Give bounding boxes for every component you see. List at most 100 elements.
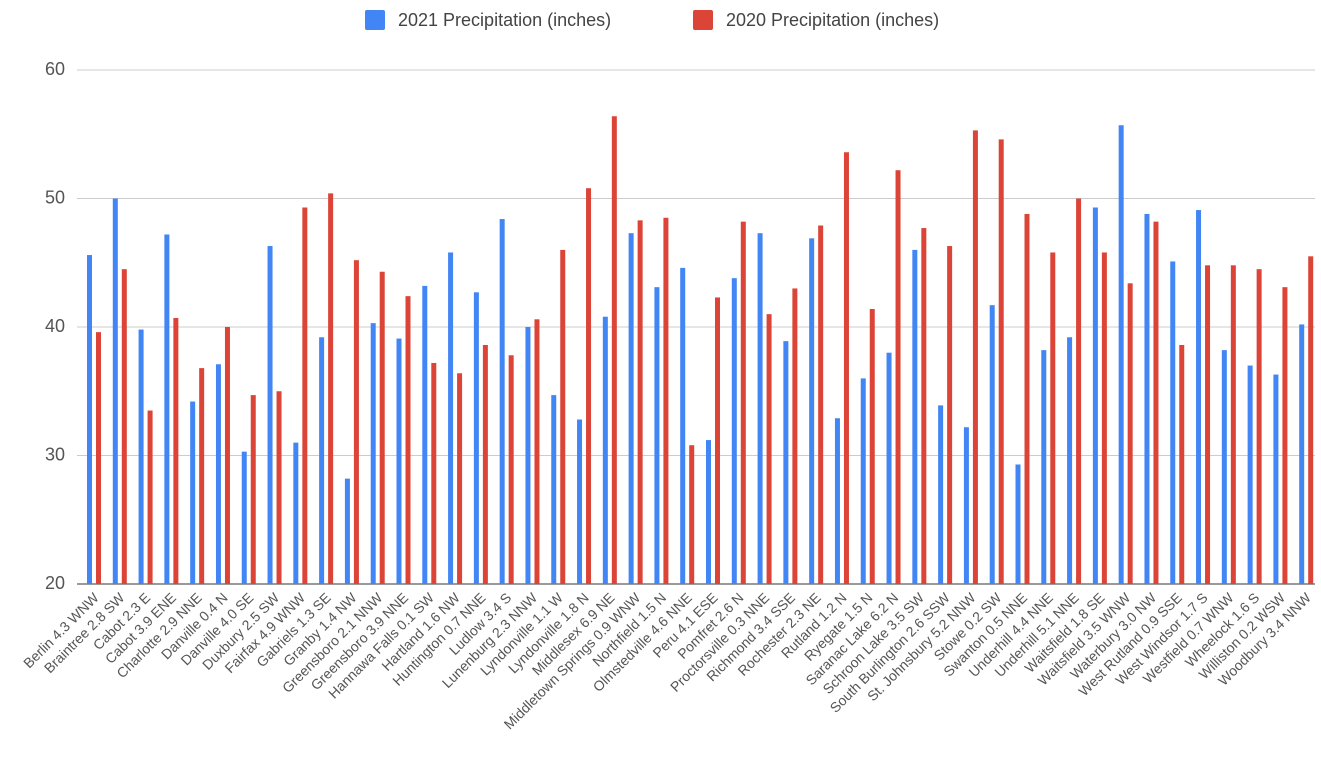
bar [689, 445, 695, 584]
bar [396, 338, 402, 584]
bar [963, 427, 969, 584]
bar [586, 188, 592, 584]
bar [680, 267, 686, 584]
bar [792, 288, 798, 584]
y-tick-label: 60 [45, 59, 65, 79]
bar [1230, 265, 1236, 584]
bar [276, 391, 282, 584]
bar [577, 419, 583, 584]
bar [834, 418, 840, 584]
bar [87, 255, 92, 585]
bar [551, 395, 557, 584]
bar [809, 238, 815, 584]
bar [731, 278, 737, 584]
bar [473, 292, 479, 584]
y-tick-label: 30 [45, 444, 65, 464]
bar [989, 305, 995, 584]
bar [1282, 287, 1288, 584]
bar [757, 233, 763, 584]
bar [508, 355, 514, 584]
bar [663, 217, 669, 584]
y-tick-label: 20 [45, 573, 65, 593]
bar [302, 207, 308, 584]
bar [1179, 344, 1185, 584]
bar [1041, 350, 1047, 584]
bar [147, 410, 153, 584]
bar [164, 234, 170, 585]
bar [405, 296, 411, 584]
bar [1256, 269, 1262, 584]
bar [912, 249, 918, 584]
bar [886, 352, 892, 584]
bar [224, 327, 230, 584]
bar [1308, 256, 1314, 584]
bar [448, 252, 454, 584]
bar [379, 271, 385, 584]
bar [1050, 252, 1056, 584]
bar [611, 116, 617, 584]
bar [869, 309, 875, 584]
bar [654, 287, 660, 584]
bar [1101, 252, 1107, 584]
bar [938, 405, 944, 584]
bar [173, 318, 179, 584]
bar [293, 442, 299, 584]
bar [215, 364, 221, 584]
bar [525, 327, 531, 584]
bar [344, 478, 350, 584]
bar [1153, 221, 1159, 584]
bar [534, 319, 540, 584]
bar [843, 152, 849, 585]
bar [1221, 350, 1227, 584]
bar [860, 378, 866, 584]
bar [706, 440, 711, 584]
bar [370, 323, 376, 584]
bar [1144, 213, 1150, 585]
bar [431, 362, 437, 584]
bar [328, 193, 334, 585]
bar [895, 170, 901, 585]
bar [112, 198, 118, 584]
bar [422, 285, 428, 584]
bar [1299, 324, 1305, 584]
bar [199, 368, 205, 584]
bar [1067, 337, 1073, 584]
bar [267, 246, 273, 585]
bar [637, 220, 643, 584]
bar [96, 332, 101, 584]
bar [715, 297, 720, 584]
bar [1118, 125, 1124, 584]
bar [250, 395, 256, 584]
bar [1015, 464, 1021, 584]
bar [783, 341, 789, 584]
bar [190, 401, 196, 584]
y-tick-label: 40 [45, 316, 65, 336]
bar [947, 246, 953, 585]
bar [628, 233, 634, 584]
bar [1196, 210, 1202, 584]
bar [1170, 261, 1176, 584]
bar [121, 269, 127, 584]
bar [818, 225, 824, 585]
bar [482, 344, 488, 584]
bar [499, 219, 505, 584]
bar [1127, 283, 1133, 584]
bar [1076, 198, 1082, 584]
bar [353, 260, 359, 584]
bar [241, 451, 247, 584]
bar [319, 337, 325, 584]
bar [1247, 365, 1253, 584]
bar [766, 314, 772, 584]
bar [457, 373, 463, 584]
bar [1024, 213, 1030, 585]
bar [1092, 207, 1098, 584]
bar [602, 316, 608, 584]
bar [740, 221, 746, 584]
bar [998, 139, 1004, 584]
bar [560, 249, 566, 584]
legend-swatch [365, 10, 385, 30]
legend-label: 2020 Precipitation (inches) [726, 10, 939, 30]
legend-swatch [693, 10, 713, 30]
